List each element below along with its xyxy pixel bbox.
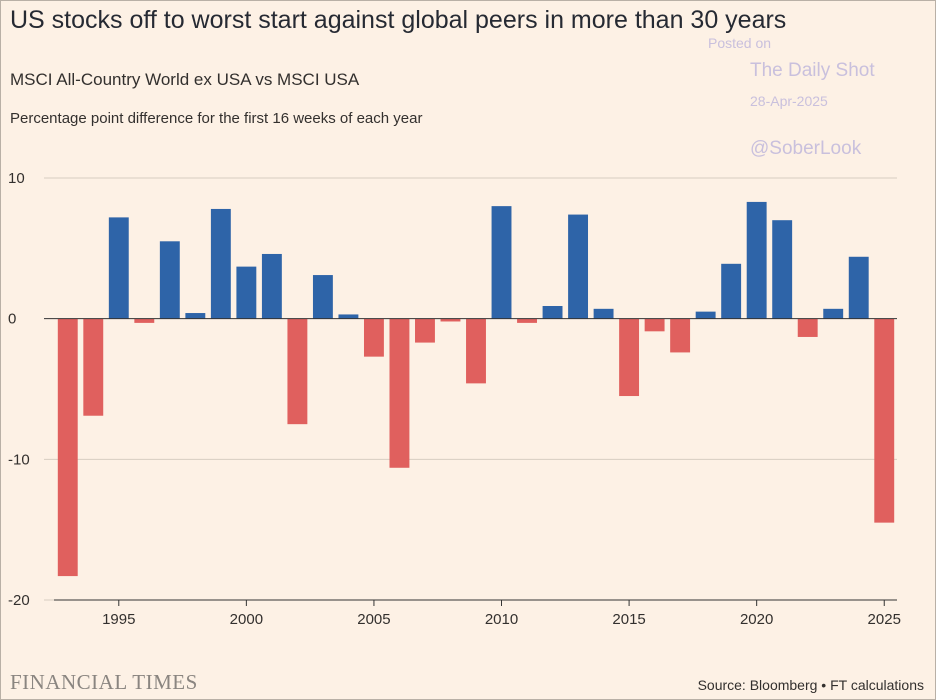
bar-2020 <box>746 201 767 319</box>
bar-1999 <box>210 208 231 319</box>
y-tick-label: -10 <box>8 451 30 468</box>
x-tick-label: 2010 <box>485 611 518 628</box>
bar-chart: 10 0 -10 -20 1995 2000 2005 2010 2015 2020 2025 <box>8 170 901 628</box>
bar-2009 <box>466 318 486 384</box>
x-tick-label: 2005 <box>357 611 390 628</box>
bar-2001 <box>261 253 282 319</box>
bar-2008 <box>440 318 461 322</box>
bar-2004 <box>338 314 359 319</box>
chart-description: Percentage point difference for the firs… <box>10 110 423 127</box>
ft-logo: FINANCIAL TIMES <box>10 670 198 694</box>
bar-2015 <box>619 318 640 397</box>
bar-1994 <box>83 318 104 416</box>
bar-2012 <box>542 306 563 319</box>
bar-2022 <box>797 318 818 337</box>
bar-2003 <box>312 275 333 319</box>
bar-1996 <box>134 318 155 323</box>
chart-title: US stocks off to worst start against glo… <box>10 6 787 34</box>
y-tick-label: 10 <box>8 170 25 187</box>
y-tick-label: -20 <box>8 592 30 609</box>
bar-2011 <box>517 318 537 323</box>
bar-2024 <box>848 256 869 319</box>
bar-2010 <box>491 206 512 319</box>
y-axis-labels: 10 0 -10 -20 <box>8 170 30 609</box>
x-tick-label: 1995 <box>102 611 135 628</box>
bar-2006 <box>389 318 410 468</box>
bar-1995 <box>108 217 129 319</box>
source-note: Source: Bloomberg • FT calculations <box>697 677 924 693</box>
bar-2014 <box>593 308 614 319</box>
watermark-handle: @SoberLook <box>750 138 862 159</box>
bar-2023 <box>823 308 844 319</box>
bar-2017 <box>670 318 691 353</box>
chart-subtitle: MSCI All-Country World ex USA vs MSCI US… <box>10 70 360 89</box>
bar-2013 <box>568 214 589 319</box>
bar-2005 <box>363 318 384 357</box>
bar-2018 <box>695 311 716 319</box>
x-tick-label: 2020 <box>740 611 773 628</box>
bar-2007 <box>415 318 435 343</box>
bar-2021 <box>772 220 793 319</box>
bars <box>57 201 895 577</box>
bar-2019 <box>721 263 742 319</box>
bar-2016 <box>644 318 665 332</box>
bar-2002 <box>287 318 308 425</box>
x-axis: 1995 2000 2005 2010 2015 2020 2025 <box>54 599 901 628</box>
bar-1997 <box>159 241 180 319</box>
x-tick-label: 2000 <box>230 611 263 628</box>
y-tick-label: 0 <box>8 311 16 328</box>
x-tick-label: 2015 <box>612 611 645 628</box>
bar-1993 <box>57 318 78 577</box>
watermark-name: The Daily Shot <box>750 60 875 81</box>
bar-2025 <box>874 318 895 523</box>
bar-2000 <box>236 266 257 319</box>
x-tick-label: 2025 <box>868 611 901 628</box>
watermark-date: 28-Apr-2025 <box>750 93 828 109</box>
bar-1998 <box>185 313 206 319</box>
watermark-posted: Posted on <box>708 35 772 51</box>
